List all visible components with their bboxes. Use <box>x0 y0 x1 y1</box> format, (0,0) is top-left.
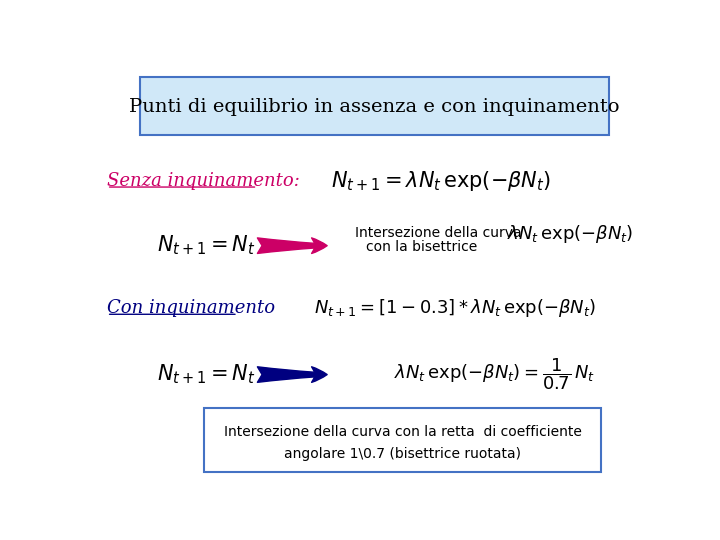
Text: Intersezione della curva con la retta  di coefficiente: Intersezione della curva con la retta di… <box>223 424 582 438</box>
Text: Intersezione della curva: Intersezione della curva <box>355 226 522 240</box>
Text: $N_{t+1} = N_t$: $N_{t+1} = N_t$ <box>157 363 256 387</box>
FancyBboxPatch shape <box>140 77 609 136</box>
Text: con la bisettrice: con la bisettrice <box>366 240 477 254</box>
Text: Punti di equilibrio in assenza e con inquinamento: Punti di equilibrio in assenza e con inq… <box>130 98 620 116</box>
Text: $N_{t+1} = N_t$: $N_{t+1} = N_t$ <box>157 234 256 258</box>
Text: angolare 1\0.7 (bisettrice ruotata): angolare 1\0.7 (bisettrice ruotata) <box>284 447 521 461</box>
Text: $N_{t+1} = \lambda N_t \,\mathrm{exp}(-\beta N_t)$: $N_{t+1} = \lambda N_t \,\mathrm{exp}(-\… <box>331 169 552 193</box>
Text: $\lambda N_t \,\mathrm{exp}(-\beta N_t)$: $\lambda N_t \,\mathrm{exp}(-\beta N_t)$ <box>507 224 633 246</box>
Text: Senza inquinamento:: Senza inquinamento: <box>107 172 300 190</box>
FancyBboxPatch shape <box>204 408 600 472</box>
Text: Con inquinamento: Con inquinamento <box>107 299 275 317</box>
Text: $N_{t+1} = [1-0.3]*\lambda N_t \,\mathrm{exp}(-\beta N_t)$: $N_{t+1} = [1-0.3]*\lambda N_t \,\mathrm… <box>315 297 597 319</box>
Text: $\lambda N_t \,\mathrm{exp}(-\beta N_t) = \dfrac{1}{0.7}\,N_t$: $\lambda N_t \,\mathrm{exp}(-\beta N_t) … <box>394 357 595 393</box>
